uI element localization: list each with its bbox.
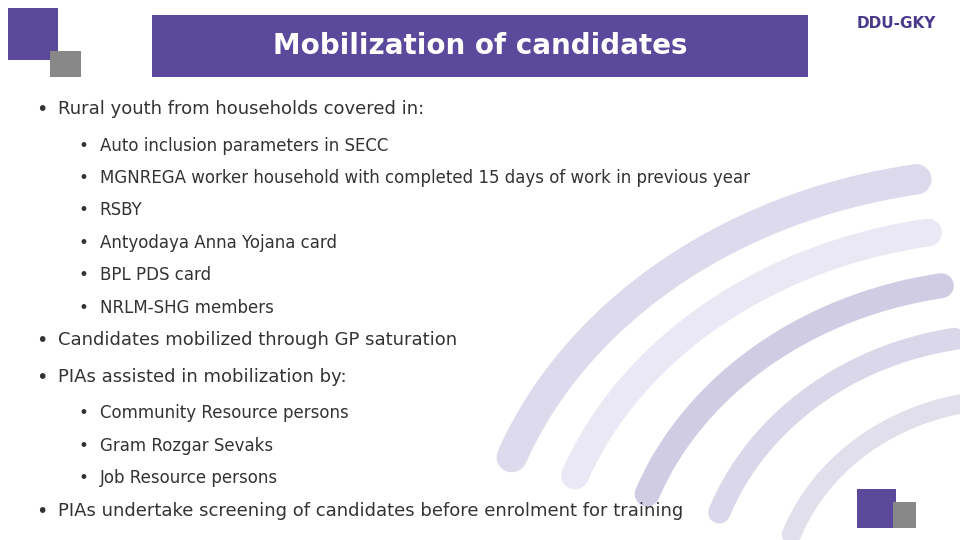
Text: •: • [36, 331, 48, 350]
Text: •: • [79, 137, 88, 154]
Text: NRLM-SHG members: NRLM-SHG members [100, 299, 274, 316]
Text: PIAs undertake screening of candidates before enrolment for training: PIAs undertake screening of candidates b… [58, 502, 683, 519]
Text: Community Resource persons: Community Resource persons [100, 404, 348, 422]
Text: •: • [79, 201, 88, 219]
Text: •: • [79, 266, 88, 284]
Text: Candidates mobilized through GP saturation: Candidates mobilized through GP saturati… [58, 331, 457, 349]
Text: Auto inclusion parameters in SECC: Auto inclusion parameters in SECC [100, 137, 388, 154]
Text: Antyodaya Anna Yojana card: Antyodaya Anna Yojana card [100, 234, 337, 252]
Text: RSBY: RSBY [100, 201, 143, 219]
Text: BPL PDS card: BPL PDS card [100, 266, 211, 284]
FancyBboxPatch shape [893, 502, 916, 528]
Text: DDU-GKY: DDU-GKY [856, 16, 936, 31]
Text: Rural youth from households covered in:: Rural youth from households covered in: [58, 100, 424, 118]
Text: •: • [79, 437, 88, 455]
Text: •: • [79, 169, 88, 187]
FancyBboxPatch shape [857, 489, 896, 528]
Text: •: • [79, 469, 88, 487]
FancyBboxPatch shape [50, 51, 81, 77]
Text: PIAs assisted in mobilization by:: PIAs assisted in mobilization by: [58, 368, 347, 386]
Text: •: • [79, 404, 88, 422]
Text: MGNREGA worker household with completed 15 days of work in previous year: MGNREGA worker household with completed … [100, 169, 750, 187]
Text: •: • [36, 502, 48, 521]
Text: Job Resource persons: Job Resource persons [100, 469, 278, 487]
Text: •: • [36, 100, 48, 119]
FancyBboxPatch shape [152, 15, 808, 77]
Text: Mobilization of candidates: Mobilization of candidates [273, 32, 687, 59]
Text: Gram Rozgar Sevaks: Gram Rozgar Sevaks [100, 437, 273, 455]
FancyBboxPatch shape [8, 8, 58, 60]
Text: •: • [79, 299, 88, 316]
Text: •: • [79, 234, 88, 252]
Text: •: • [36, 368, 48, 387]
